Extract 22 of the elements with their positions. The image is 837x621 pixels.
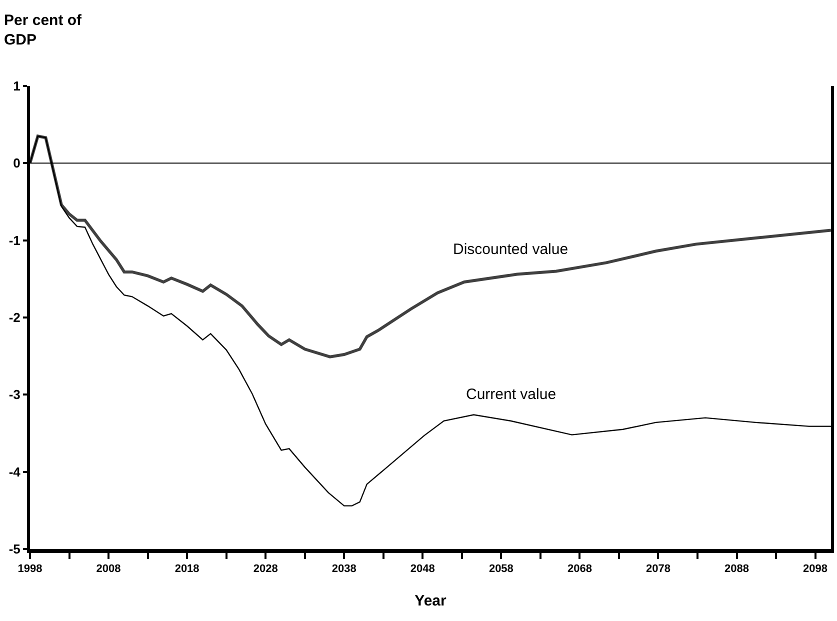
series-label: Current value: [466, 386, 556, 403]
x-tick-label: 1998: [18, 563, 42, 576]
y-tick-label: -3: [8, 387, 20, 402]
y-axis-title: Per cent of GDP: [4, 12, 83, 48]
x-tick-label: 2048: [410, 563, 435, 576]
x-axis-title: Year: [414, 592, 447, 610]
x-tick-label: 2068: [567, 563, 592, 576]
x-tick-label: 2078: [646, 563, 670, 576]
x-tick-label: 2008: [96, 563, 121, 576]
x-tick-label: 2028: [253, 563, 278, 576]
y-tick-label: -2: [8, 310, 20, 326]
y-tick-label: 0: [13, 156, 20, 171]
y-tick-label: -4: [8, 464, 22, 480]
series-label: Discounted value: [453, 241, 568, 258]
x-tick-label: 2088: [724, 563, 749, 576]
x-tick-label: 2018: [174, 563, 200, 576]
y-tick-label: 1: [13, 78, 20, 94]
x-tick-label: 2098: [803, 563, 828, 576]
y-tick-label: -5: [8, 542, 20, 557]
x-tick-label: 2038: [332, 563, 356, 576]
x-tick-label: 2058: [488, 563, 514, 576]
y-tick-label: -1: [8, 232, 20, 248]
